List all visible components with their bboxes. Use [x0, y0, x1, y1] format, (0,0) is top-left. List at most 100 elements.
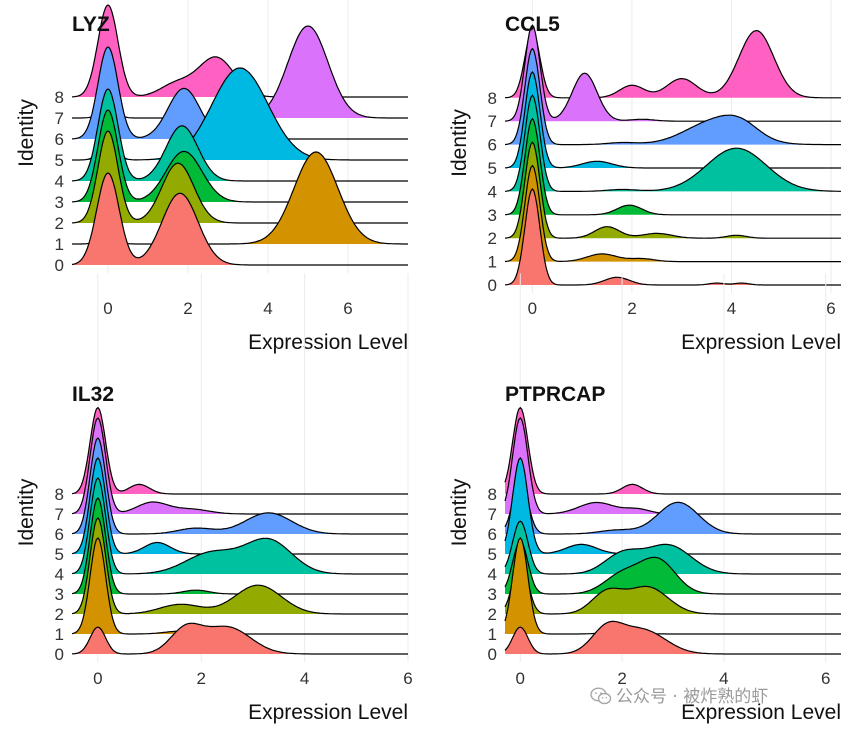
ridge-fill-0 [505, 189, 841, 285]
ridge-fill-8 [505, 407, 841, 494]
panel-title: LYZ [72, 13, 110, 36]
ridge-fill-4 [505, 95, 841, 192]
ridge-line-8 [71, 406, 408, 495]
y-tick-label: 7 [488, 505, 497, 524]
ridge-line-5 [72, 67, 408, 161]
panel-title: IL32 [72, 383, 114, 406]
ridge-fill-7 [505, 418, 841, 514]
ridge-fill-6 [505, 481, 841, 534]
ridge-line-0 [504, 620, 841, 655]
x-tick-label: 2 [617, 669, 626, 688]
y-tick-label: 8 [55, 88, 64, 107]
y-tick-label: 2 [488, 605, 497, 624]
y-tick-label: 3 [55, 193, 64, 212]
watermark-text: 公众号 · 被炸熟的虾 [616, 687, 769, 707]
y-tick-label: 3 [488, 585, 497, 604]
y-tick-label: 0 [488, 276, 497, 295]
y-tick-label: 1 [55, 625, 64, 644]
x-tick-label: 4 [263, 299, 272, 318]
ridge-fill-0 [72, 623, 408, 654]
ridge-line-7 [504, 24, 841, 122]
ridge-fill-5 [72, 458, 408, 554]
x-tick-label: 2 [627, 299, 636, 318]
y-tick-label: 4 [55, 565, 64, 584]
ridge-fill-7 [72, 26, 408, 119]
x-tick-label: 6 [821, 669, 830, 688]
y-tick-label: 0 [488, 645, 497, 664]
x-tick-label: 4 [719, 669, 728, 688]
y-axis-title: Identity [15, 478, 38, 546]
ridge-line-1 [504, 537, 841, 635]
y-tick-label: 2 [55, 605, 64, 624]
x-axis-title: Expression Level [681, 701, 841, 724]
ridge-line-0 [71, 622, 408, 655]
ridge-line-0 [504, 188, 841, 286]
ridge-fill-6 [72, 438, 408, 534]
x-tick-label: 0 [93, 669, 102, 688]
y-axis-title: Identity [448, 478, 471, 546]
y-tick-label: 5 [488, 159, 497, 178]
y-axis-title: Identity [448, 109, 471, 177]
ridge-line-3 [71, 109, 408, 203]
ridge-line-8 [504, 29, 841, 99]
y-tick-label: 5 [488, 545, 497, 564]
y-tick-label: 4 [55, 172, 64, 191]
panel-ccl5: 0 1 2 3 4 5 6 7 8 0 2 4 6 CCL5 Expression Level Identit… [448, 0, 841, 354]
ridge-fill-0 [505, 621, 841, 654]
ridge-fill-8 [505, 30, 841, 98]
ridge-line-3 [504, 117, 841, 216]
ridge-line-5 [504, 71, 841, 169]
x-tick-label: 4 [300, 669, 309, 688]
ridge-fill-1 [72, 538, 408, 634]
ridge-line-4 [504, 94, 841, 192]
y-tick-label: 0 [55, 256, 64, 275]
ridge-fill-8 [72, 407, 408, 494]
y-axis-title: Identity [15, 99, 38, 167]
ridge-line-0 [71, 172, 408, 266]
watermark: 公众号 · 被炸熟的虾 [590, 682, 768, 707]
ridge-fill-4 [505, 521, 841, 574]
ridge-fill-2 [505, 561, 841, 614]
ridge-line-7 [71, 417, 408, 515]
ridge-line-4 [71, 88, 408, 182]
x-tick-label: 0 [528, 299, 537, 318]
ridge-fill-0 [72, 173, 408, 265]
panel-title: CCL5 [505, 13, 560, 36]
x-axis-title: Expression Level [681, 331, 841, 354]
ridge-line-2 [504, 560, 841, 615]
y-tick-label: 1 [55, 235, 64, 254]
x-tick-label: 4 [727, 299, 736, 318]
wechat-icon [590, 687, 612, 705]
y-tick-label: 2 [488, 229, 497, 248]
ridge-line-4 [71, 477, 408, 575]
y-tick-label: 7 [55, 505, 64, 524]
x-axis-title: Expression Level [248, 701, 408, 724]
panel-title: PTPRCAP [505, 383, 605, 406]
ridge-line-6 [71, 437, 408, 535]
y-tick-label: 6 [488, 525, 497, 544]
x-tick-label: 6 [826, 299, 835, 318]
y-tick-label: 5 [55, 151, 64, 170]
ridge-line-6 [504, 480, 841, 535]
y-tick-label: 6 [55, 130, 64, 149]
panel-lyz: 0 1 2 3 4 5 6 7 8 0 2 4 6 LYZ Expression Level Identity [15, 0, 408, 354]
y-tick-label: 0 [55, 645, 64, 664]
x-tick-label: 6 [343, 299, 352, 318]
y-tick-label: 5 [55, 545, 64, 564]
y-tick-label: 7 [488, 112, 497, 131]
ridge-fill-7 [505, 25, 841, 122]
ridge-fill-1 [72, 152, 408, 244]
y-tick-label: 6 [55, 525, 64, 544]
ridge-line-2 [504, 141, 841, 239]
y-tick-label: 8 [488, 485, 497, 504]
y-tick-label: 7 [55, 109, 64, 128]
ridge-line-5 [71, 457, 408, 555]
ridge-fill-7 [72, 418, 408, 514]
ridge-line-3 [504, 540, 841, 595]
ridge-line-2 [71, 517, 408, 615]
x-tick-label: 2 [196, 669, 205, 688]
ridge-line-8 [504, 406, 841, 495]
